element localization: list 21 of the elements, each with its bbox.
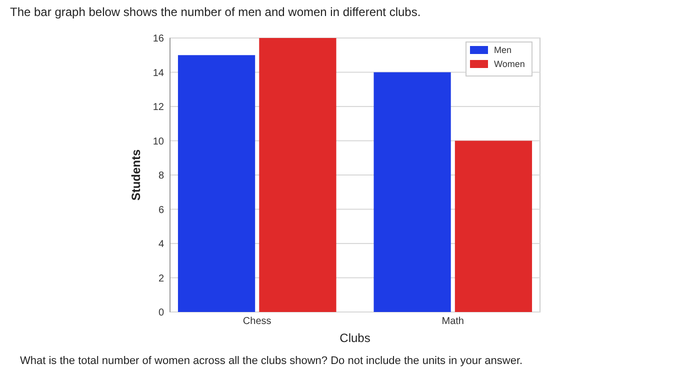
text: What is the total number of women across all the clubs shown? Do not include the units in your answer. — [20, 355, 523, 367]
x-axis-title: Clubs — [340, 331, 370, 345]
y-tick-label: 4 — [158, 239, 164, 250]
chart-title: The bar graph below shows the number of men and women in different clubs. — [10, 5, 421, 19]
legend-label: Men — [494, 45, 512, 55]
y-tick-label: 16 — [152, 34, 164, 44]
legend-label: Women — [494, 59, 525, 69]
bar — [374, 72, 451, 312]
y-tick-label: 12 — [152, 102, 164, 113]
bar — [454, 140, 532, 312]
x-tick-label: Math — [442, 316, 464, 327]
x-tick-label: Chess — [242, 316, 272, 327]
y-tick-label: 2 — [158, 273, 164, 284]
y-tick-label: 14 — [152, 68, 164, 79]
bar — [259, 38, 336, 312]
y-axis-title: Students — [129, 149, 143, 201]
y-tick-label: 8 — [158, 170, 164, 182]
y-tick-label: 0 — [158, 308, 164, 318]
y-tick-label: 10 — [152, 136, 164, 148]
bar — [178, 55, 256, 312]
y-tick-label: 6 — [158, 204, 164, 216]
